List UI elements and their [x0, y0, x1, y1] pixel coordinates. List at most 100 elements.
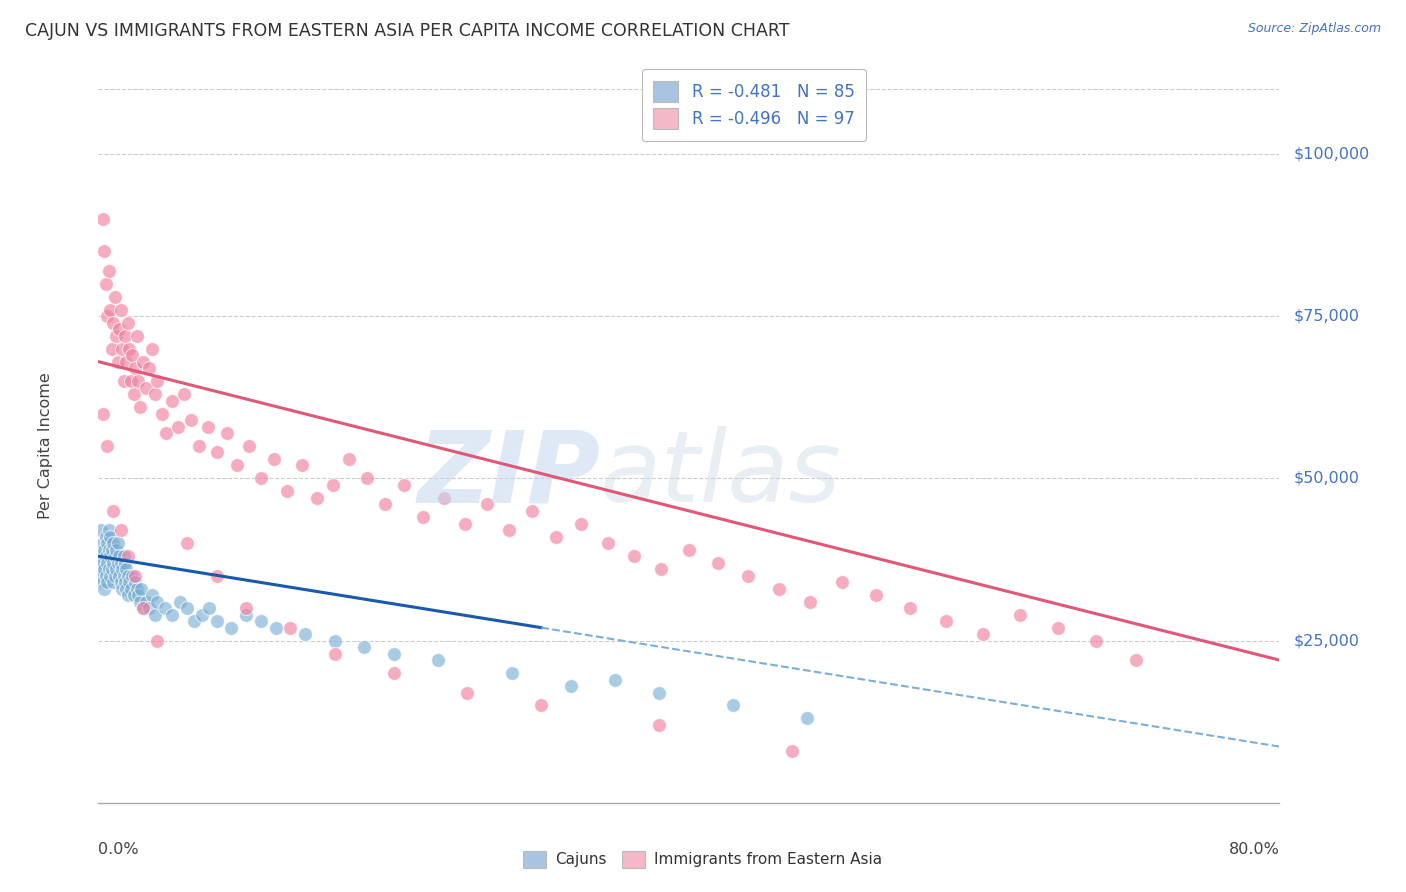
Point — [155, 425, 177, 440]
Point — [191, 607, 214, 622]
Point — [176, 601, 198, 615]
Point — [143, 387, 166, 401]
Point — [105, 542, 128, 557]
Point — [263, 452, 285, 467]
Point — [412, 510, 434, 524]
Point — [498, 524, 520, 538]
Point — [169, 595, 191, 609]
Point — [392, 478, 415, 492]
Point — [972, 627, 994, 641]
Point — [110, 524, 132, 538]
Point — [91, 556, 114, 570]
Point — [129, 582, 152, 596]
Point — [276, 484, 298, 499]
Point — [935, 614, 957, 628]
Point — [100, 342, 122, 356]
Text: ZIP: ZIP — [418, 426, 600, 523]
Point — [569, 516, 592, 531]
Point — [128, 400, 150, 414]
Point — [183, 614, 205, 628]
Point — [146, 595, 169, 609]
Point — [96, 575, 118, 590]
Point — [782, 744, 804, 758]
Point — [323, 633, 346, 648]
Point — [865, 588, 887, 602]
Point — [115, 582, 138, 596]
Point — [197, 419, 219, 434]
Point — [90, 568, 112, 582]
Point — [146, 633, 169, 648]
Point — [280, 621, 302, 635]
Point — [215, 425, 238, 440]
Point — [221, 621, 243, 635]
Point — [94, 568, 117, 582]
Point — [205, 445, 228, 459]
Point — [546, 530, 568, 544]
Point — [114, 575, 136, 590]
Point — [98, 568, 121, 582]
Point — [111, 582, 134, 596]
Point — [238, 439, 260, 453]
Point — [305, 491, 328, 505]
Point — [707, 556, 730, 570]
Point — [115, 354, 138, 368]
Point — [433, 491, 456, 505]
Point — [162, 607, 183, 622]
Point — [135, 595, 157, 609]
Legend: Cajuns, Immigrants from Eastern Asia: Cajuns, Immigrants from Eastern Asia — [517, 845, 889, 873]
Point — [138, 361, 160, 376]
Point — [128, 595, 150, 609]
Point — [100, 562, 122, 576]
Point — [110, 556, 132, 570]
Point — [93, 244, 115, 259]
Point — [173, 387, 195, 401]
Point — [353, 640, 375, 654]
Point — [648, 718, 671, 732]
Point — [294, 627, 316, 641]
Point — [650, 562, 672, 576]
Point — [120, 582, 142, 596]
Point — [339, 452, 361, 467]
Point — [382, 666, 405, 681]
Point — [114, 328, 136, 343]
Point — [596, 536, 619, 550]
Point — [264, 621, 287, 635]
Point — [96, 536, 118, 550]
Point — [112, 549, 135, 564]
Point — [117, 568, 139, 582]
Point — [678, 542, 700, 557]
Point — [900, 601, 922, 615]
Point — [117, 316, 139, 330]
Point — [114, 556, 136, 570]
Point — [105, 562, 128, 576]
Point — [104, 568, 127, 582]
Text: Per Capita Income: Per Capita Income — [38, 373, 53, 519]
Point — [89, 549, 111, 564]
Point — [125, 328, 148, 343]
Point — [250, 614, 273, 628]
Point — [235, 607, 257, 622]
Text: $100,000: $100,000 — [1294, 146, 1369, 161]
Point — [115, 562, 138, 576]
Point — [124, 361, 146, 376]
Point — [94, 277, 117, 291]
Point — [138, 601, 160, 615]
Point — [124, 575, 146, 590]
Point — [648, 685, 671, 699]
Point — [125, 582, 148, 596]
Point — [475, 497, 498, 511]
Point — [103, 536, 125, 550]
Point — [382, 647, 405, 661]
Point — [121, 568, 143, 582]
Point — [98, 302, 121, 317]
Text: atlas: atlas — [600, 426, 842, 523]
Point — [108, 568, 131, 582]
Point — [1125, 653, 1147, 667]
Point — [97, 264, 120, 278]
Point — [323, 647, 346, 661]
Point — [1046, 621, 1070, 635]
Point — [162, 393, 183, 408]
Text: Source: ZipAtlas.com: Source: ZipAtlas.com — [1247, 22, 1381, 36]
Point — [97, 542, 120, 557]
Point — [118, 575, 141, 590]
